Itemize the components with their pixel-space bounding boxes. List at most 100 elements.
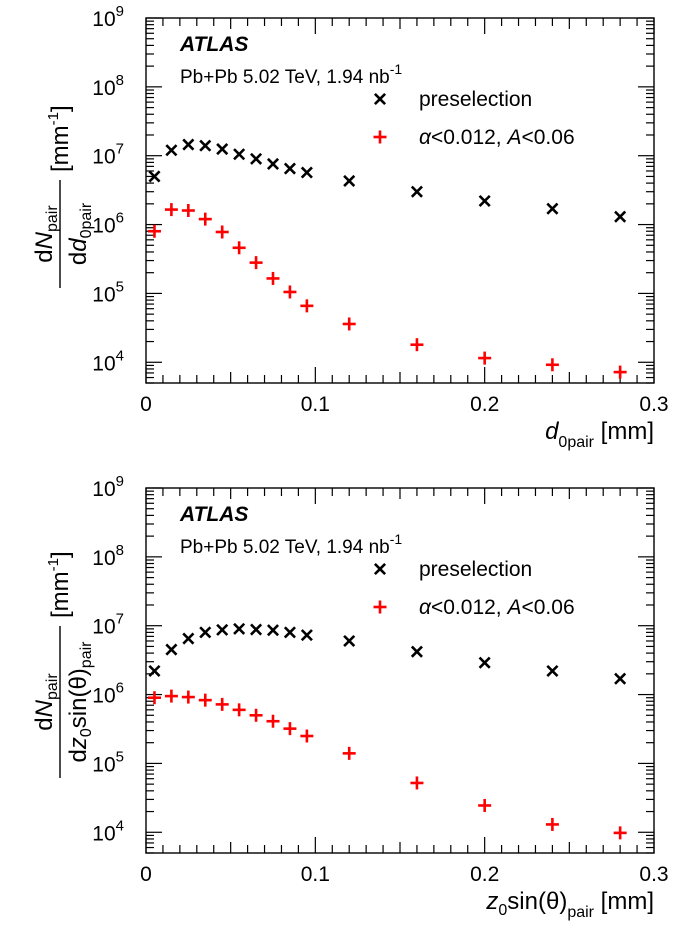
data-point xyxy=(410,338,424,352)
data-point xyxy=(342,317,356,331)
data-point xyxy=(216,623,229,636)
data-point xyxy=(181,690,195,704)
data-point xyxy=(613,365,627,379)
data-point xyxy=(478,798,492,812)
x-tick-label: 0 xyxy=(140,863,152,886)
data-point xyxy=(199,139,212,152)
data-point xyxy=(283,722,297,736)
data-point xyxy=(478,351,492,365)
data-point xyxy=(266,271,280,285)
y-label-denominator: dd0pair xyxy=(65,202,95,265)
y-tick-label: 106 xyxy=(92,680,124,708)
data-point xyxy=(283,285,297,299)
legend-entry-2: α<0.012, A<0.06 xyxy=(373,596,575,619)
data-point xyxy=(148,664,161,678)
legend-entry-1: preselection xyxy=(373,558,532,581)
y-tick-label: 108 xyxy=(92,72,124,100)
data-point xyxy=(410,776,424,790)
y-label-unit: [mm-1] xyxy=(45,551,74,618)
data-point xyxy=(148,170,161,183)
data-point xyxy=(182,138,195,151)
y-label-denominator: dz0sin(θ)pair xyxy=(65,641,95,763)
data-point xyxy=(300,166,313,179)
data-point xyxy=(147,224,161,238)
x-tick-label: 0.2 xyxy=(470,393,499,416)
data-point xyxy=(198,693,212,707)
data-point xyxy=(266,157,280,170)
y-tick-label: 109 xyxy=(92,473,124,501)
data-point xyxy=(545,358,559,372)
data-point xyxy=(233,622,246,635)
data-point xyxy=(300,729,314,743)
data-point xyxy=(478,656,491,669)
y-tick-label: 106 xyxy=(92,210,124,238)
data-point xyxy=(614,672,627,685)
data-point xyxy=(181,204,195,218)
x-tick-label: 0.1 xyxy=(301,393,330,416)
legend-label: α<0.012, A<0.06 xyxy=(419,126,575,149)
y-tick-label: 104 xyxy=(92,347,124,375)
data-point xyxy=(182,632,195,645)
data-point xyxy=(232,241,246,255)
x-tick-label: 0.3 xyxy=(639,863,668,886)
data-point xyxy=(216,142,229,156)
y-tick-label: 105 xyxy=(92,278,124,306)
data-point xyxy=(283,626,296,639)
data-point xyxy=(215,697,229,711)
x-axis-label: d0pair [mm] xyxy=(545,418,654,451)
data-point xyxy=(410,645,423,658)
data-point xyxy=(300,299,314,313)
data-point xyxy=(614,210,627,223)
data-point xyxy=(164,689,178,703)
x-tick-label: 0 xyxy=(140,393,152,416)
data-point xyxy=(250,623,263,636)
data-point xyxy=(343,634,356,648)
legend-label: α<0.012, A<0.06 xyxy=(419,596,575,619)
data-point xyxy=(215,225,229,239)
data-point xyxy=(266,714,280,728)
series-2 xyxy=(147,689,627,840)
data-point xyxy=(546,664,559,678)
data-point xyxy=(478,194,491,208)
data-point xyxy=(249,256,263,270)
y-tick-label: 109 xyxy=(92,3,124,31)
data-point xyxy=(198,212,212,226)
data-point xyxy=(233,148,246,161)
legend-label: preselection xyxy=(419,558,532,581)
y-label-numerator: dNpair xyxy=(31,673,61,731)
series-2 xyxy=(147,203,627,379)
dataset-label: Pb+Pb 5.02 TeV, 1.94 nb-1 xyxy=(180,531,402,558)
y-tick-label: 104 xyxy=(92,817,124,845)
data-point xyxy=(250,152,263,165)
legend-marker xyxy=(373,600,387,614)
experiment-label: ATLAS xyxy=(179,33,248,56)
chart-panel-1: 0 0.1 0.2 0.3 104 105 106 107 108 109 dNpairdd0pai… xyxy=(31,3,669,451)
x-tick-label: 0.3 xyxy=(639,393,668,416)
x-tick-label: 0.1 xyxy=(301,863,330,886)
data-point xyxy=(545,817,559,831)
chart-panel-2: 0 0.1 0.2 0.3 104 105 106 107 108 109 dNpairdz0sin… xyxy=(31,473,669,921)
legend-marker xyxy=(373,130,387,144)
dataset-label: Pb+Pb 5.02 TeV, 1.94 nb-1 xyxy=(180,61,402,88)
y-label-unit: [mm-1] xyxy=(45,105,74,172)
y-tick-label: 107 xyxy=(92,141,124,169)
data-point xyxy=(343,174,356,187)
data-point xyxy=(164,203,178,217)
y-label-numerator: dNpair xyxy=(31,205,61,263)
data-point xyxy=(342,746,356,760)
experiment-label: ATLAS xyxy=(179,503,248,526)
data-point xyxy=(165,144,178,157)
data-point xyxy=(165,643,178,656)
series-1 xyxy=(148,138,627,223)
legend-marker xyxy=(373,562,387,576)
x-axis-label: z0sin(θ)pair [mm] xyxy=(485,888,654,921)
series-1 xyxy=(148,622,627,685)
data-point xyxy=(410,185,423,198)
data-point xyxy=(613,826,627,840)
data-point xyxy=(232,703,246,717)
legend-entry-2: α<0.012, A<0.06 xyxy=(373,126,575,149)
data-point xyxy=(266,624,280,637)
data-point xyxy=(546,202,559,215)
